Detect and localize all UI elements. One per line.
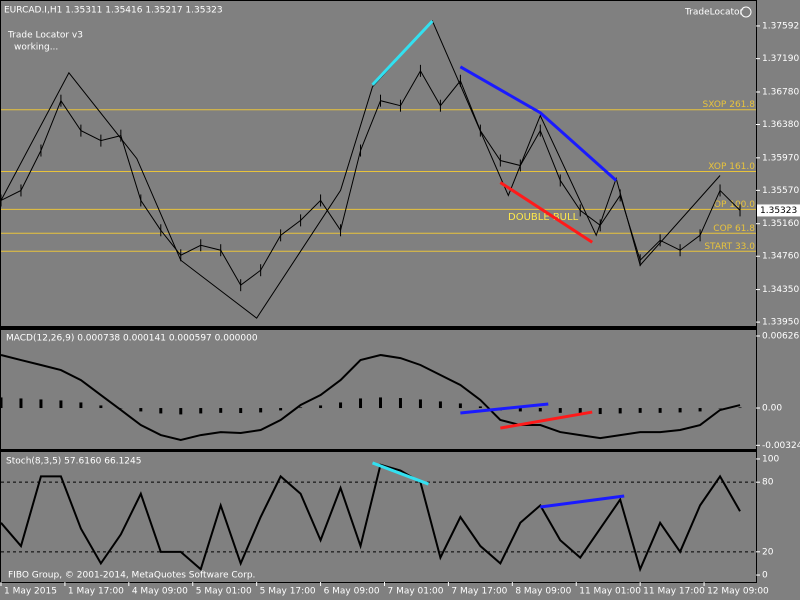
x-tick-label: 5 May 17:00 <box>260 587 316 597</box>
macd-histogram <box>558 408 562 413</box>
x-tick-label: 8 May 09:00 <box>515 587 571 597</box>
stoch-title: Stoch(8,3,5) 57.6160 66.1245 <box>6 457 141 467</box>
macd-histogram <box>319 405 323 409</box>
y-tick-label: 1.34760 <box>762 252 799 262</box>
macd-title: MACD(12,26,9) 0.000738 0.000141 0.000597… <box>6 334 258 344</box>
macd-line <box>0 353 741 442</box>
macd-histogram <box>99 405 103 409</box>
macd-histogram <box>179 408 183 415</box>
indicator-status: working... <box>14 43 58 53</box>
macd-histogram <box>139 408 143 412</box>
fib-level-label: XOP 161.0 <box>708 162 755 172</box>
macd-histogram <box>538 408 542 412</box>
y-tick-label: 1.33950 <box>762 318 799 328</box>
current-price-box <box>757 204 800 217</box>
fib-level-label: SXOP 261.8 <box>703 100 756 110</box>
brand-icon[interactable] <box>740 6 752 18</box>
y-tick-label: 1.35970 <box>762 153 799 163</box>
price-scale <box>757 0 800 600</box>
macd-histogram <box>199 408 203 414</box>
macd-histogram <box>0 397 3 409</box>
macd-histogram <box>598 408 602 415</box>
trend-line <box>460 402 549 415</box>
y-tick-label: 1.37592 <box>762 21 799 31</box>
x-tick-label: 11 May 01:00 <box>579 587 641 597</box>
x-tick-label: 11 May 17:00 <box>643 587 705 597</box>
y-tick-label: 80 <box>762 478 774 488</box>
y-tick-label: 100 <box>762 454 779 464</box>
macd-histogram <box>79 402 83 409</box>
x-tick-label: 5 May 01:00 <box>196 587 252 597</box>
y-tick-label: 0.00626 <box>762 331 799 341</box>
x-tick-label: 7 May 01:00 <box>387 587 443 597</box>
x-tick-label: 6 May 09:00 <box>324 587 380 597</box>
macd-histogram <box>418 399 422 409</box>
macd-histogram <box>438 401 442 409</box>
macd-histogram <box>359 398 363 409</box>
macd-panel <box>1 330 756 449</box>
x-tick-label: 7 May 17:00 <box>451 587 507 597</box>
symbol-info: EURCAD.I,H1 1.35311 1.35416 1.35217 1.35… <box>4 6 223 16</box>
indicator-name: Trade Locator v3 <box>7 31 83 41</box>
macd-histogram <box>339 402 343 409</box>
macd-histogram <box>239 408 243 414</box>
macd-histogram <box>398 398 402 409</box>
macd-histogram <box>39 399 43 409</box>
macd-histogram <box>19 398 23 409</box>
macd-histogram <box>259 408 263 413</box>
copyright: FIBO Group, © 2001-2014, MetaQuotes Soft… <box>8 571 255 581</box>
y-tick-label: 1.36380 <box>762 120 799 130</box>
time-scale <box>0 583 757 600</box>
price-panel <box>1 1 756 326</box>
y-tick-label: 20 <box>762 547 774 557</box>
y-tick-label: 1.35570 <box>762 186 799 196</box>
macd-histogram <box>59 400 63 409</box>
x-tick-label: 1 May 17:00 <box>68 587 124 597</box>
brand: TradeLocator <box>684 8 744 18</box>
macd-histogram <box>578 408 582 414</box>
y-tick-label: 0.00 <box>762 404 782 414</box>
macd-histogram <box>299 407 303 409</box>
y-tick-label: 1.35160 <box>762 219 799 229</box>
macd-histogram <box>159 408 163 414</box>
stoch-line <box>0 463 741 573</box>
fib-level-label: COP 61.8 <box>713 224 755 234</box>
macd-histogram <box>219 408 223 413</box>
trend-line <box>371 19 434 86</box>
macd-histogram <box>518 408 522 412</box>
macd-histogram <box>638 408 642 413</box>
y-tick-label: 0 <box>762 571 768 581</box>
trend-line <box>500 410 593 430</box>
y-tick-label: 1.34350 <box>762 285 799 295</box>
macd-histogram <box>738 407 742 409</box>
macd-histogram <box>378 397 382 409</box>
close-line <box>0 69 741 286</box>
macd-histogram <box>698 408 702 412</box>
y-tick-label: 1.36780 <box>762 87 799 97</box>
x-tick-label: 12 May 09:00 <box>707 587 769 597</box>
trend-line <box>371 461 429 486</box>
fib-level-label: START 33.0 <box>704 242 755 252</box>
trend-line <box>499 181 594 244</box>
pattern-label: DOUBLE BULL <box>508 212 579 223</box>
macd-histogram <box>458 403 462 409</box>
trend-line <box>459 65 618 182</box>
current-price-label: 1.35323 <box>760 206 797 216</box>
macd-histogram <box>478 406 482 409</box>
macd-histogram <box>279 408 283 411</box>
trend-line <box>540 494 625 509</box>
macd-histogram <box>618 408 622 414</box>
macd-histogram <box>678 408 682 413</box>
macd-histogram <box>658 408 662 413</box>
x-tick-label: 4 May 09:00 <box>132 587 188 597</box>
x-tick-label: 1 May 2015 <box>4 587 57 597</box>
y-tick-label: 1.37190 <box>762 54 799 64</box>
